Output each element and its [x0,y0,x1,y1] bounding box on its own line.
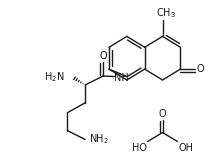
Text: O: O [196,64,204,74]
Text: O: O [159,109,166,119]
Text: HO: HO [132,143,147,153]
Text: O: O [99,51,107,61]
Text: NH: NH [114,73,128,82]
Text: OH: OH [178,143,193,153]
Text: H$_2$N: H$_2$N [44,70,64,84]
Text: CH$_3$: CH$_3$ [155,7,175,20]
Text: NH$_2$: NH$_2$ [89,133,109,146]
